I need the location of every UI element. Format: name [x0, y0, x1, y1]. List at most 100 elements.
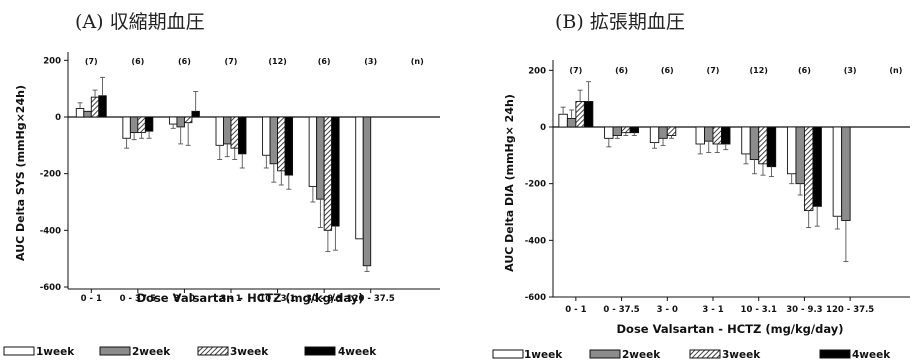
y-tick-label: -400 — [525, 236, 546, 246]
bar-1week — [786, 126, 797, 175]
bar-4week — [284, 116, 294, 176]
bar-4week — [629, 126, 640, 134]
x-tick-label: 120 - 37.5 — [347, 294, 395, 304]
bar-3week — [183, 116, 193, 124]
legend-label-2week: 2week — [622, 349, 661, 361]
x-tick-label: 120 - 37.5 — [826, 305, 874, 315]
x-tick-label: 30 - 9.3 — [786, 305, 822, 315]
legend-swatch-3week — [197, 346, 229, 356]
bar-4week — [721, 126, 731, 145]
bar-3week — [90, 96, 100, 118]
sample-size-label: (n) — [411, 57, 424, 66]
sample-size-label: (6) — [318, 57, 331, 66]
panel-a-plot: 200 0 -200 -400 -600 0 - 1 0 - 37.5 3 - 0 3 - 1 1… — [40, 52, 440, 304]
bar-1week — [75, 108, 85, 118]
bar-2week — [612, 126, 623, 136]
sample-size-label: (n) — [889, 66, 902, 75]
legend-swatch-3week — [689, 349, 721, 359]
x-tick-label: 10 - 3.1 — [741, 305, 777, 315]
bar-1week — [604, 126, 614, 139]
legend-swatch-4week — [819, 349, 851, 359]
legend-label-4week: 4week — [338, 346, 377, 358]
bar-3week — [230, 116, 239, 149]
y-tick-label: 200 — [43, 56, 61, 66]
bar-1week — [695, 126, 705, 145]
bar-1week — [558, 113, 568, 128]
bar-4week — [98, 95, 107, 118]
y-tick-label: -200 — [40, 170, 61, 180]
legend-swatch-2week — [99, 346, 131, 356]
bar-2week — [362, 116, 372, 267]
panel-b-plot: 200 0 -200 -400 -600 0 - 1 0 - 37.5 3 - 0 3 - 1 1… — [525, 60, 910, 315]
y-tick-label: 200 — [528, 66, 546, 76]
x-tick-label: 3 - 1 — [702, 305, 723, 315]
bar-2week — [316, 116, 325, 200]
bar-2week — [566, 118, 577, 128]
bar-2week — [176, 116, 185, 128]
sample-size-label: (6) — [615, 66, 628, 75]
legend-swatch-2week — [589, 349, 621, 359]
bar-4week — [191, 110, 200, 118]
sample-size-label: (7) — [225, 57, 238, 66]
bar-1week — [122, 116, 131, 139]
x-tick-label: 0 - 37.5 — [120, 294, 156, 304]
bar-4week — [583, 101, 594, 128]
x-tick-label: 3 - 0 — [174, 294, 195, 304]
sample-size-label: (6) — [661, 66, 674, 75]
bar-4week — [238, 116, 247, 155]
bar-3week — [137, 116, 146, 134]
bar-2week — [129, 116, 139, 134]
bar-4week — [331, 116, 340, 227]
bar-1week — [168, 116, 178, 125]
bar-2week — [704, 126, 714, 142]
bar-1week — [355, 116, 364, 240]
legend-label-2week: 2week — [132, 346, 171, 358]
sample-size-label: (7) — [707, 66, 720, 75]
bar-1week — [215, 116, 224, 146]
y-tick-label: -200 — [525, 180, 546, 190]
bar-2week — [658, 126, 668, 139]
sample-size-label: (7) — [569, 66, 582, 75]
bar-1week — [649, 126, 660, 144]
bar-2week — [269, 116, 279, 165]
sample-size-label: (3) — [364, 57, 377, 66]
legend-swatch-1week — [3, 346, 35, 356]
sample-size-label: (6) — [131, 57, 144, 66]
bar-2week — [223, 116, 232, 145]
sample-size-label: (12) — [749, 66, 767, 75]
bar-4week — [766, 126, 777, 168]
legend-label-1week: 1week — [36, 346, 75, 358]
x-tick-label: 0 - 1 — [81, 294, 102, 304]
panel-b: (B) 拡張期血圧 AUC Delta DIA (mmHg× 24h) Dose… — [503, 11, 910, 336]
sample-size-label: (3) — [844, 66, 857, 75]
legend-label-3week: 3week — [230, 346, 269, 358]
panel-b-x-axis-label: Dose Valsartan - HCTZ (mg/kg/day) — [617, 322, 844, 336]
panel-a-y-axis-label: AUC Delta SYS (mmHg×24h) — [14, 85, 27, 261]
bar-3week — [621, 126, 631, 134]
bar-1week — [832, 126, 843, 217]
panel-a-legend: 1week 2week 3week 4week — [3, 346, 377, 358]
panel-b-legend: 1week 2week 3week 4week — [492, 349, 891, 361]
bar-3week — [803, 126, 814, 212]
bar-4week — [144, 116, 154, 132]
panel-b-title: (B) 拡張期血圧 — [555, 11, 685, 33]
sample-size-label: (6) — [178, 57, 191, 66]
x-tick-label: 30 - 9.3 — [306, 294, 342, 304]
panel-a-title: (A) 収縮期血圧 — [75, 11, 205, 33]
bar-1week — [262, 116, 271, 156]
x-tick-label: 3 - 0 — [657, 305, 678, 315]
bar-2week — [795, 126, 805, 185]
x-tick-label: 0 - 37.5 — [603, 305, 639, 315]
legend-swatch-1week — [492, 349, 524, 359]
sample-size-label: (6) — [798, 66, 811, 75]
legend-label-3week: 3week — [722, 349, 761, 361]
bar-3week — [277, 116, 286, 172]
y-tick-label: 0 — [55, 113, 61, 123]
bar-3week — [323, 116, 333, 231]
sample-size-label: (7) — [85, 57, 98, 66]
y-tick-label: 0 — [540, 123, 546, 133]
bar-1week — [741, 126, 751, 155]
bar-2week — [83, 110, 92, 118]
panel-b-y-axis-label: AUC Delta DIA (mmHg× 24h) — [503, 94, 516, 272]
bar-3week — [575, 101, 585, 128]
